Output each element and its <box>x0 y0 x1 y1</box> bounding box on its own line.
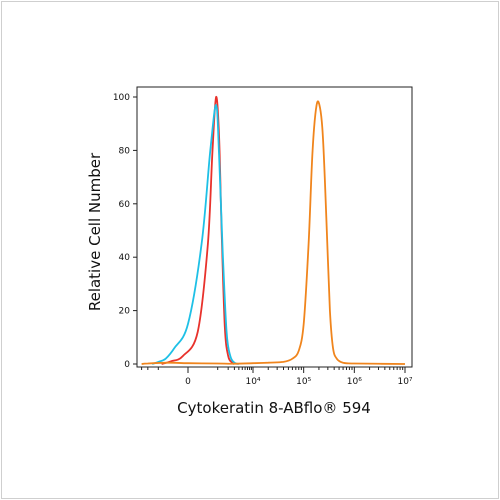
x-tick-label: 0 <box>185 377 191 387</box>
histogram-curve-1 <box>161 96 235 365</box>
histogram-curves <box>141 96 406 365</box>
y-axis: 0 20 40 60 80 100 <box>113 93 137 370</box>
histogram-curve-3 <box>141 100 406 365</box>
x-tick-label: 10⁵ <box>296 377 311 387</box>
y-tick-label: 80 <box>119 146 131 156</box>
x-tick-label: 10⁶ <box>347 377 362 387</box>
y-tick-label: 100 <box>113 93 130 103</box>
plot-area <box>136 86 413 368</box>
x-tick-label: 10⁴ <box>245 377 260 387</box>
y-axis-title: Relative Cell Number <box>86 152 104 311</box>
x-axis-title: Cytokeratin 8-ABflo® 594 <box>177 399 371 417</box>
histogram-curve-2 <box>151 104 240 365</box>
y-tick-label: 60 <box>119 200 131 210</box>
y-tick-label: 0 <box>124 360 130 370</box>
x-tick-label: 10⁷ <box>397 377 412 387</box>
y-tick-label: 20 <box>119 307 131 317</box>
y-tick-label: 40 <box>119 253 131 263</box>
x-axis: 0 10⁴ 10⁵ 10⁶ 10⁷ <box>141 367 413 387</box>
